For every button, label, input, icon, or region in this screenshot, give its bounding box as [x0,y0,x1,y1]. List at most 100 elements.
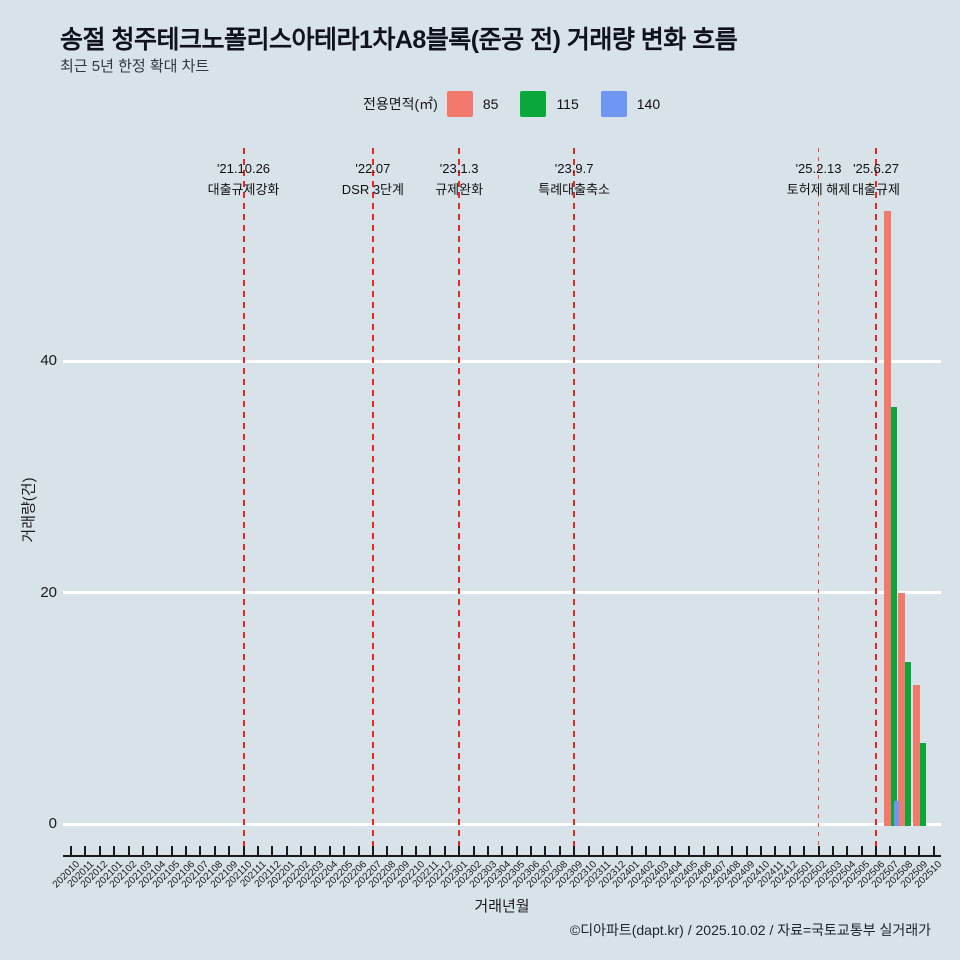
annotation-date: '25.2.13 [795,161,842,176]
gridline [63,822,941,826]
x-tick [731,846,734,855]
x-tick [573,846,576,855]
x-tick [328,846,331,855]
x-tick [300,846,302,855]
x-tick [875,846,877,855]
x-tick [645,846,647,855]
x-tick [386,846,389,855]
annotation-date: '21.10.26 [216,161,271,176]
legend-swatch-icon [600,91,627,117]
x-tick [745,846,748,855]
annotation-date: '22.07 [355,161,391,176]
annotation-label: 규제완화 [435,182,484,197]
x-tick [141,846,144,855]
annotation-line [242,148,245,855]
annotation-date: '23.9.7 [554,161,594,176]
x-tick [98,846,101,855]
x-tick [630,846,633,855]
y-tick-label: 0 [48,815,57,832]
gridline [63,591,941,594]
annotation-line [875,148,877,855]
annotation: '22.07 DSR 3단계 [342,158,404,200]
annotation-line [817,148,819,855]
x-tick [702,846,705,855]
bar [890,407,897,826]
x-tick [415,846,417,855]
bar [898,592,906,826]
legend-value: 115 [556,96,579,112]
x-tick [314,846,317,855]
legend-value: 140 [636,96,661,112]
legend-item: 85 [446,91,499,117]
x-tick [199,846,202,855]
legend-swatch-icon [446,91,473,117]
footer-credit: ©디아파트(dapt.kr) / 2025.10.02 / 자료=국토교통부 실… [569,922,931,938]
annotation-label: 토허제 해제 [786,182,851,197]
x-tick [371,846,374,855]
x-tick [501,846,504,855]
x-tick [285,846,288,855]
x-tick [903,846,906,855]
x-axis-line [63,855,941,857]
annotation-line [458,148,461,855]
legend-value: 85 [482,96,499,112]
x-tick [918,846,921,855]
x-tick [688,846,691,855]
x-axis-title: 거래년월 [474,898,530,915]
x-tick [357,846,360,855]
gridline [63,359,941,363]
bar [905,661,912,826]
x-tick [803,846,806,855]
x-tick [271,846,274,855]
y-axis-title: 거래량(건) [20,477,38,543]
x-tick [558,846,561,855]
x-tick [846,846,849,855]
annotation-line [371,148,374,855]
x-tick [127,846,130,855]
legend-item: 115 [520,91,579,117]
x-tick [616,846,619,855]
x-tick [458,846,461,855]
annotation: '25.6.27 대출규제 [852,158,900,200]
annotation: '25.2.13 토허제 해제 [787,158,850,200]
x-tick [817,846,820,855]
x-tick [601,846,604,855]
x-tick [70,846,72,855]
x-tick [213,846,216,855]
annotation-line [573,148,576,855]
x-tick [673,846,676,855]
x-tick [659,846,662,855]
legend: 전용면적(㎡) 85 115 140 [363,91,682,117]
x-tick [228,846,231,855]
x-tick [831,846,834,855]
x-tick [774,846,777,855]
x-tick [486,846,489,855]
legend-label: 전용면적(㎡) [363,96,438,112]
x-tick [170,846,173,855]
bar [919,742,926,826]
x-tick [429,846,432,855]
bar [912,685,920,826]
annotation-date: '23.1.3 [439,161,479,176]
legend-item: 140 [600,91,661,117]
y-tick-label: 20 [40,583,57,601]
x-tick [515,846,518,855]
annotation-label: 특례대출축소 [538,182,611,197]
bar [883,210,891,826]
page-title: 송절 청주테크노폴리스아테라1차A8블록(준공 전) 거래량 변화 흐름 [60,26,738,54]
x-tick [113,846,116,855]
annotation-label: 대출규제 [852,182,900,197]
x-tick [716,846,719,855]
x-tick [256,846,259,855]
annotation-label: DSR 3단계 [341,182,404,197]
x-tick [889,846,892,855]
x-tick [530,846,532,855]
annotation-date: '25.6.27 [853,161,899,176]
x-tick [472,846,475,855]
bar [894,800,900,826]
annotation: '23.9.7 특례대출축소 [538,158,610,200]
x-tick [544,846,547,855]
x-tick [400,846,403,855]
x-tick [932,846,935,855]
x-tick [860,846,863,855]
